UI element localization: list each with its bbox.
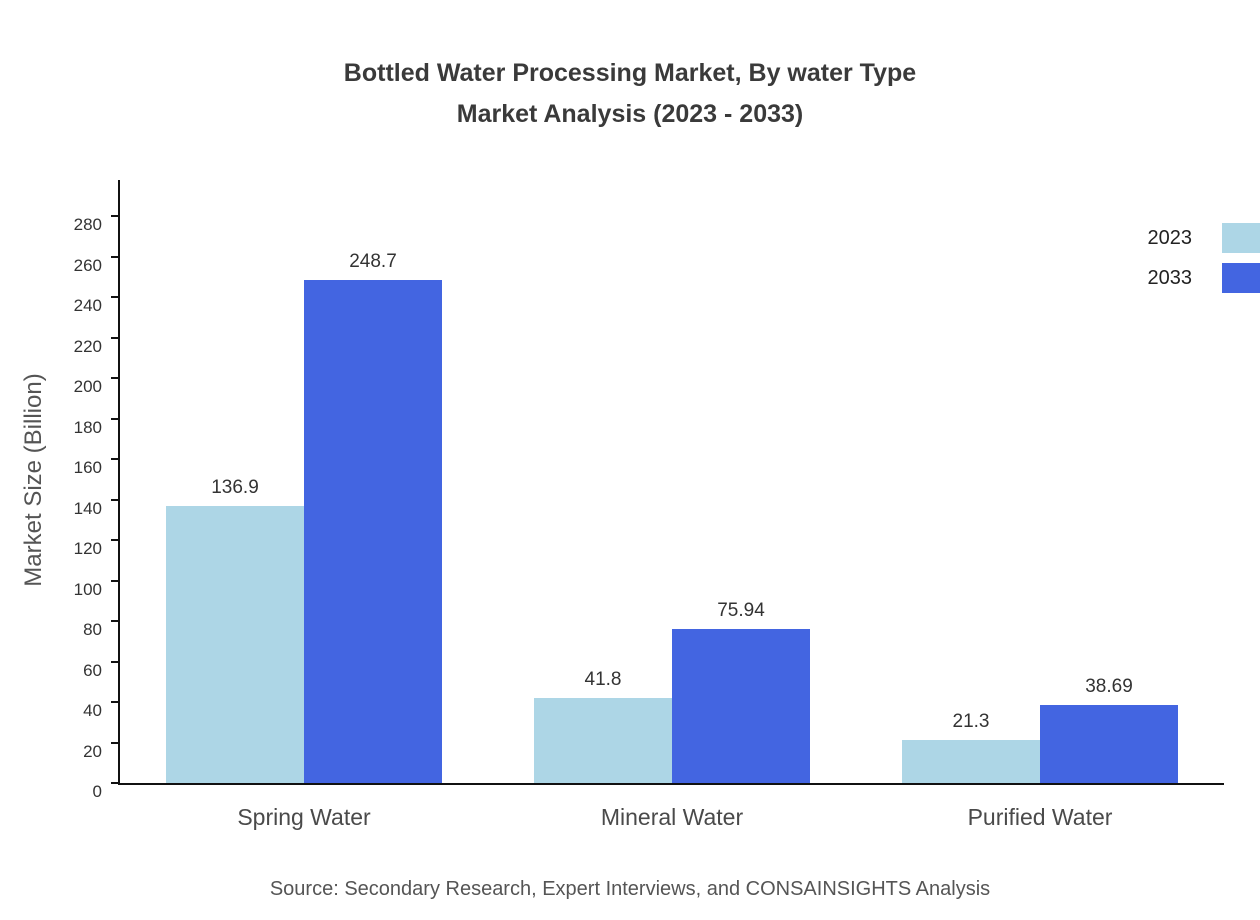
bar-2023-mineral-water	[534, 698, 672, 783]
y-tick-mark	[111, 660, 119, 663]
legend-swatch	[1222, 263, 1260, 293]
bar-value-label: 136.9	[211, 476, 259, 498]
y-tick-mark	[111, 215, 119, 218]
y-tick-mark	[111, 296, 119, 299]
y-tick-label: 140	[73, 498, 102, 518]
y-tick-label: 0	[92, 782, 102, 801]
bar-2023-purified-water	[902, 739, 1040, 783]
y-tick-label: 60	[83, 660, 102, 680]
legend: 2023 2033	[1148, 218, 1260, 298]
y-tick-label: 40	[83, 701, 102, 721]
bar-value-label: 75.94	[717, 600, 765, 622]
legend-label: 2023	[1147, 226, 1193, 249]
bar-2023-spring-water	[166, 505, 304, 783]
y-tick-mark	[111, 377, 119, 380]
legend-item-2033: 2033	[1148, 258, 1260, 298]
y-tick-label: 260	[73, 255, 102, 275]
source-note: Source: Secondary Research, Expert Inter…	[269, 878, 991, 900]
y-tick-mark	[111, 579, 119, 582]
y-tick-label: 200	[73, 377, 102, 397]
y-tick-label: 120	[73, 539, 102, 559]
y-tick-label: 180	[73, 417, 102, 437]
legend-item-2023: 2023	[1148, 218, 1260, 258]
y-tick-mark	[111, 255, 119, 258]
y-tick-mark	[111, 498, 119, 501]
bar-value-label: 38.69	[1085, 675, 1133, 697]
chart-title-line2: Market Analysis (2023 - 2033)	[456, 100, 804, 128]
y-axis-title: Market Size (Billion)	[20, 373, 47, 587]
bar-2033-mineral-water	[672, 629, 810, 783]
y-tick-label: 280	[73, 215, 102, 235]
y-tick-mark	[111, 458, 119, 461]
bar-2033-spring-water	[304, 279, 442, 783]
chart-title-line1: Bottled Water Processing Market, By wate…	[343, 59, 917, 87]
bar-2033-purified-water	[1040, 704, 1178, 783]
y-tick-mark	[111, 336, 119, 339]
legend-label: 2033	[1147, 266, 1193, 289]
bar-value-label: 248.7	[349, 250, 397, 272]
y-tick-mark	[111, 701, 119, 704]
y-tick-label: 220	[73, 336, 102, 356]
y-tick-label: 240	[73, 296, 102, 316]
y-tick-mark	[111, 620, 119, 623]
bar-value-label: 21.3	[952, 710, 990, 732]
x-category-label: Spring Water	[237, 804, 371, 830]
legend-swatch	[1222, 223, 1260, 253]
bar-value-label: 41.8	[584, 669, 622, 691]
y-tick-label: 20	[83, 741, 102, 761]
x-category-label: Mineral Water	[600, 804, 744, 830]
y-tick-label: 160	[73, 458, 102, 478]
chart-title: Bottled Water Processing Market, By wate…	[0, 53, 1260, 135]
y-tick-mark	[111, 741, 119, 744]
plot-area: 0 20 40 60 80 100 120 140 160 180 200 220 240 260 280 1…	[74, 180, 1224, 830]
y-tick-mark	[111, 782, 119, 784]
y-tick-mark	[111, 539, 119, 542]
x-category-label: Purified Water	[967, 804, 1113, 830]
y-tick-mark	[111, 417, 119, 420]
y-tick-label: 80	[83, 620, 102, 640]
y-tick-label: 100	[73, 579, 102, 599]
